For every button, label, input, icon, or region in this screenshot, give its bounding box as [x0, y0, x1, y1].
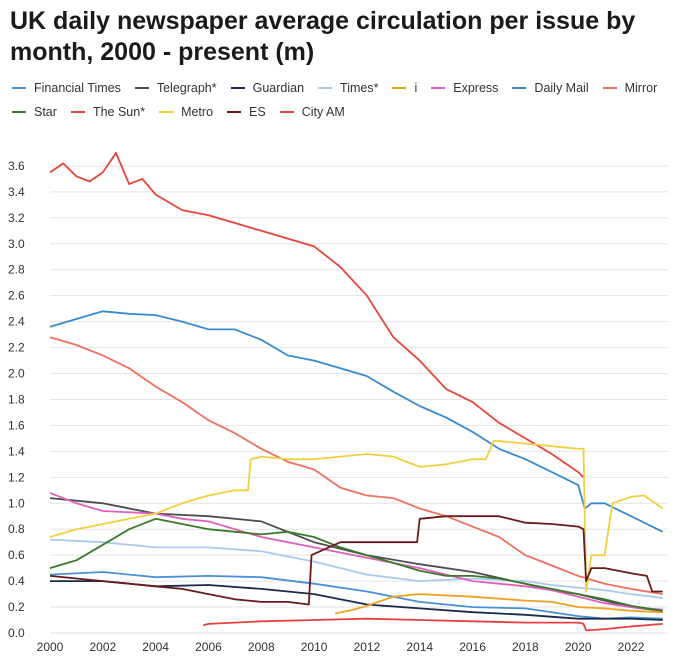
x-tick-label: 2008 [248, 640, 275, 654]
legend-label: Star [34, 105, 57, 119]
legend-item-es: ES [227, 105, 266, 119]
legend-item-times: Times* [318, 81, 378, 95]
legend-label: Mirror [624, 81, 658, 95]
y-tick-label: 0.4 [8, 574, 25, 588]
y-tick-label: 2.6 [8, 289, 25, 303]
legend-swatch [12, 87, 26, 89]
legend-item-mirror: Mirror [602, 81, 658, 95]
series-line-express [49, 492, 663, 611]
y-tick-label: 0.2 [8, 600, 25, 614]
legend-label: Financial Times [34, 81, 121, 95]
legend-label: Telegraph* [156, 81, 217, 95]
legend-swatch [12, 111, 26, 113]
series-line-metro [49, 440, 664, 593]
legend-item-telegraph: Telegraph* [134, 81, 217, 95]
series-line-i [335, 593, 663, 615]
y-tick-label: 2.0 [8, 367, 25, 381]
x-tick-label: 2016 [459, 640, 486, 654]
x-tick-label: 2014 [406, 640, 433, 654]
legend-row-2: Star The Sun* Metro ES City AM [12, 100, 677, 124]
y-tick-label: 0.8 [8, 522, 25, 536]
y-tick-label: 1.8 [8, 392, 25, 406]
y-tick-label: 1.2 [8, 470, 25, 484]
y-tick-label: 2.4 [8, 315, 25, 329]
y-tick-label: 0.0 [8, 626, 25, 640]
y-tick-label: 1.6 [8, 418, 25, 432]
legend-swatch [431, 87, 446, 89]
legend-item-express: Express [431, 81, 498, 95]
legend-label: Express [453, 81, 499, 95]
x-tick-label: 2020 [565, 640, 592, 654]
legend-label: The Sun* [92, 105, 146, 119]
legend-label: Metro [181, 105, 214, 119]
y-tick-label: 3.0 [8, 237, 25, 251]
legend-swatch [392, 87, 407, 89]
x-tick-label: 2018 [512, 640, 539, 654]
y-tick-label: 0.6 [8, 548, 25, 562]
y-tick-label: 3.4 [8, 185, 25, 199]
legend-swatch [602, 87, 617, 89]
legend-item-star: Star [12, 105, 57, 119]
legend-swatch [279, 111, 294, 113]
series-line-es [49, 515, 663, 606]
series-line-guardian [50, 580, 663, 621]
series-line-mirror [49, 336, 663, 595]
x-tick-label: 2000 [37, 640, 64, 654]
legend-item-i: i [392, 81, 417, 95]
legend-item-metro: Metro [159, 105, 213, 119]
legend-swatch [512, 87, 527, 89]
legend-label: i [414, 81, 418, 95]
series-line-city-am [202, 617, 663, 632]
legend-swatch [134, 87, 149, 89]
legend-item-guardian: Guardian [230, 81, 305, 95]
legend-swatch [230, 87, 245, 89]
y-tick-label: 1.0 [8, 496, 25, 510]
y-tick-label: 3.6 [8, 159, 25, 173]
legend-swatch [227, 111, 242, 113]
series-line-times [49, 538, 663, 599]
x-tick-label: 2006 [195, 640, 222, 654]
legend-item-the-sun: The Sun* [70, 105, 146, 119]
grid-lines [50, 165, 668, 634]
x-tick-label: 2004 [142, 640, 169, 654]
series-line-star [49, 517, 663, 612]
legend-label: ES [249, 105, 266, 119]
x-tick-label: 2012 [354, 640, 381, 654]
legend-label: Times* [340, 81, 379, 95]
x-tick-label: 2022 [618, 640, 645, 654]
legend-label: Daily Mail [534, 81, 589, 95]
y-tick-label: 3.2 [8, 211, 25, 225]
x-tick-label: 2002 [89, 640, 116, 654]
legend-row-1: Financial Times Telegraph* Guardian Times* i… [12, 76, 677, 100]
legend-item-daily-mail: Daily Mail [512, 81, 589, 95]
legend-item-financial-times: Financial Times [12, 81, 121, 95]
y-tick-label: 2.2 [8, 341, 25, 355]
y-axis: 0.0 0.2 0.4 0.6 0.8 1.0 1.2 1.4 1.6 1.8 2.0 2.2 2.4 2… [8, 159, 25, 640]
legend-label: Guardian [252, 81, 305, 95]
legend-label: City AM [301, 105, 345, 119]
chart-legend: Financial Times Telegraph* Guardian Times* i… [12, 76, 677, 124]
legend-swatch [318, 87, 333, 89]
y-tick-label: 1.4 [8, 444, 25, 458]
chart-title: UK daily newspaper average circulation p… [10, 7, 636, 66]
series-line-the-sun [49, 152, 585, 478]
x-tick-label: 2010 [301, 640, 328, 654]
legend-item-city-am: City AM [279, 105, 345, 119]
series-line-daily-mail [49, 310, 664, 533]
x-axis: 2000 2002 2004 2006 2008 2010 2012 2014 2016 2018… [37, 640, 645, 654]
y-tick-label: 2.8 [8, 263, 25, 277]
legend-swatch [70, 111, 85, 113]
legend-swatch [159, 111, 174, 113]
plot-area [49, 152, 664, 632]
